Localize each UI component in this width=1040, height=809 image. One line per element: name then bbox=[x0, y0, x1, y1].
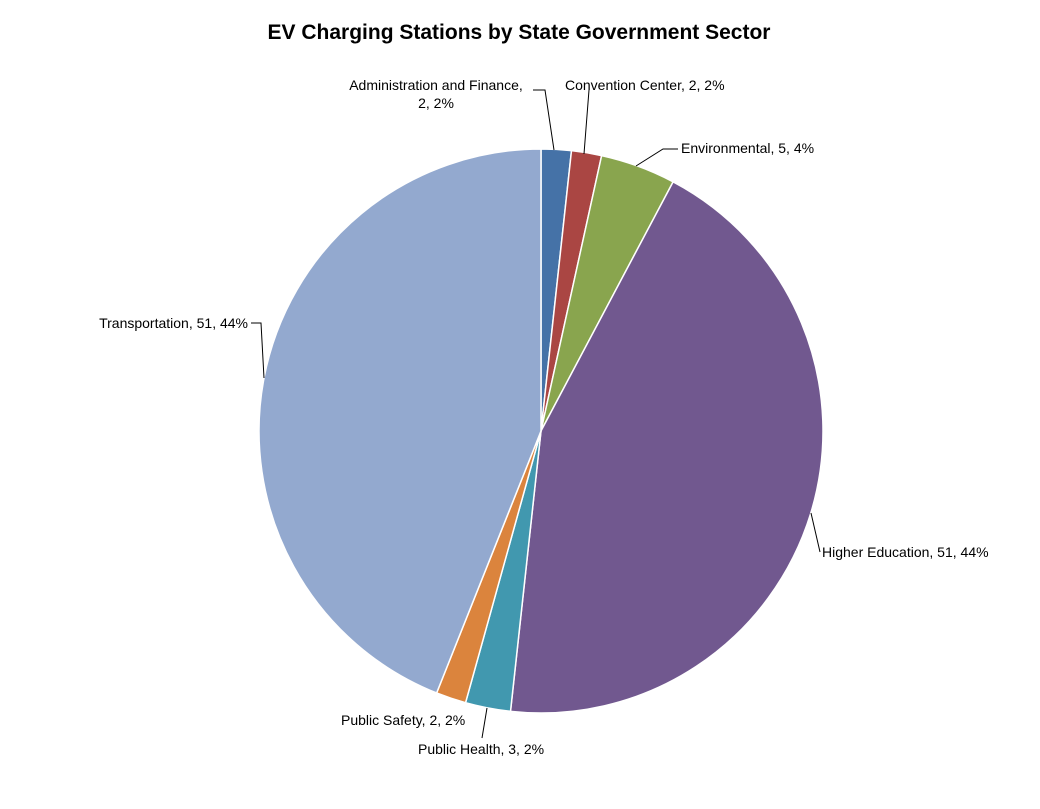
data-label: Administration and Finance, 2, 2% bbox=[349, 77, 523, 111]
pie-slice bbox=[509, 180, 824, 714]
pie-slices bbox=[258, 148, 824, 714]
data-label: Environmental, 5, 4% bbox=[681, 140, 814, 156]
data-label: Public Health, 3, 2% bbox=[418, 741, 544, 757]
data-label-line: Environmental, 5, 4% bbox=[681, 140, 814, 156]
leader-line bbox=[635, 148, 678, 167]
data-label: Transportation, 51, 44% bbox=[99, 315, 248, 331]
leader-line bbox=[810, 512, 821, 553]
leader-lines bbox=[251, 89, 821, 739]
leader-line bbox=[583, 89, 590, 155]
data-label-line: Higher Education, 51, 44% bbox=[822, 544, 989, 560]
leader-line bbox=[251, 322, 265, 379]
leader-line bbox=[481, 707, 488, 739]
data-labels: Administration and Finance, 2, 2% Conventi… bbox=[99, 77, 988, 757]
data-label-line: 2, 2% bbox=[418, 95, 454, 111]
data-label-line: Administration and Finance, bbox=[349, 77, 523, 93]
data-label: Convention Center, 2, 2% bbox=[565, 77, 725, 93]
data-label-line: Public Health, 3, 2% bbox=[418, 741, 544, 757]
data-label-line: Convention Center, 2, 2% bbox=[565, 77, 725, 93]
data-label-line: Transportation, 51, 44% bbox=[99, 315, 248, 331]
leader-line bbox=[533, 89, 555, 151]
data-label: Higher Education, 51, 44% bbox=[822, 544, 989, 560]
data-label: Public Safety, 2, 2% bbox=[341, 712, 465, 728]
data-label-line: Public Safety, 2, 2% bbox=[341, 712, 465, 728]
chart-title: EV Charging Stations by State Government… bbox=[268, 21, 771, 44]
